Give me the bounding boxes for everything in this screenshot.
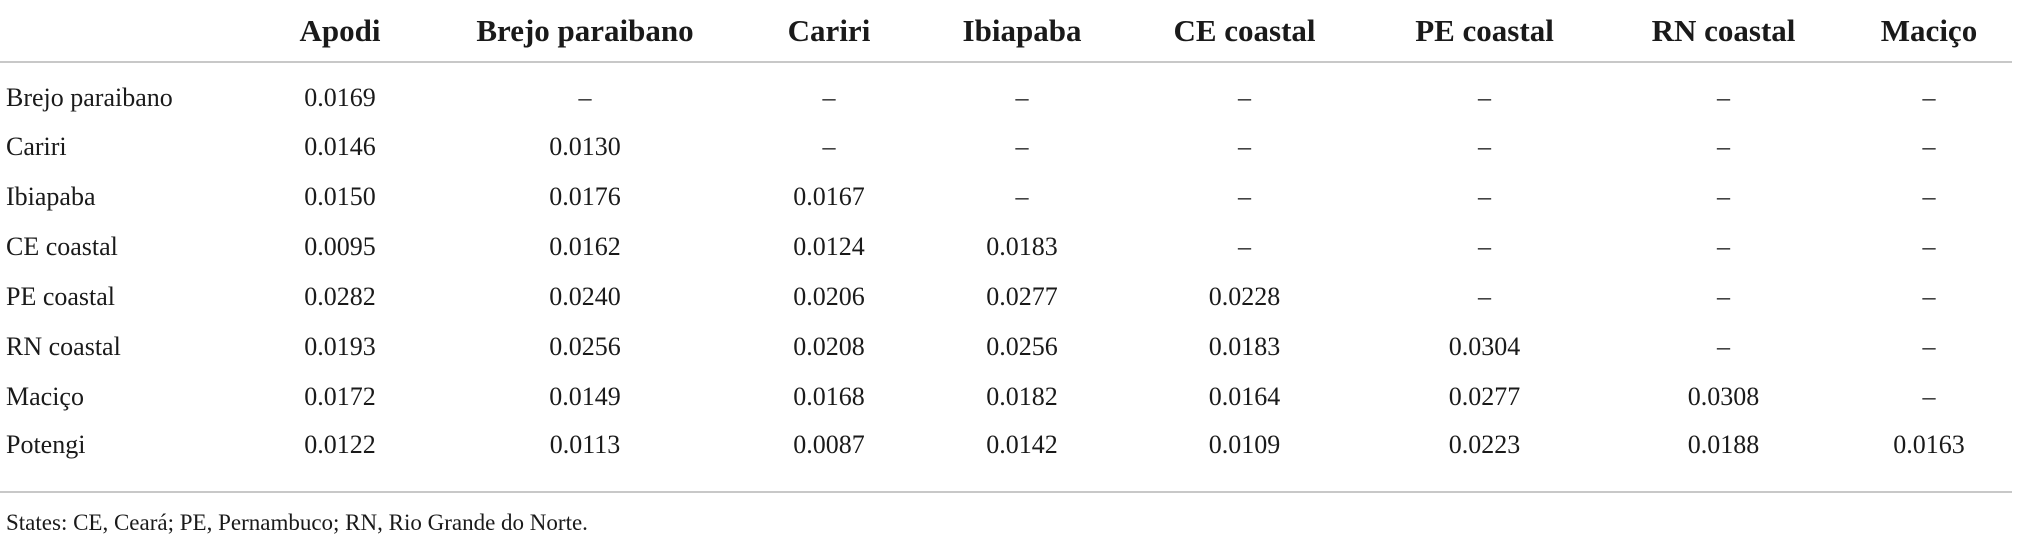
column-header: RN coastal xyxy=(1601,0,1846,63)
row-label: Potengi xyxy=(6,430,86,459)
table-row: CE coastal 0.0095 0.0162 0.0124 0.0183 –… xyxy=(0,222,2012,272)
table-cell: 0.0113 xyxy=(549,430,621,459)
table-cell: 0.0206 xyxy=(793,282,865,311)
row-label: Maciço xyxy=(6,382,84,411)
table-cell: 0.0188 xyxy=(1687,430,1760,459)
table-cell: – xyxy=(1238,132,1251,161)
table-cell: – xyxy=(1015,182,1029,211)
table-cell: – xyxy=(578,82,592,112)
table-cell: – xyxy=(1922,182,1936,211)
table-cell: 0.0095 xyxy=(304,232,376,261)
table-cell: 0.0228 xyxy=(1208,282,1281,311)
table-cell: – xyxy=(1478,82,1491,112)
table-cell: – xyxy=(1922,132,1936,161)
table-cell: – xyxy=(1717,182,1730,211)
column-header: Brejo paraibano xyxy=(435,0,735,63)
table-cell: 0.0183 xyxy=(1208,332,1281,361)
row-label: PE coastal xyxy=(6,282,116,311)
table-cell: 0.0167 xyxy=(793,182,865,211)
table-cell: 0.0277 xyxy=(986,282,1058,311)
table-cell: 0.0282 xyxy=(304,282,376,311)
table-cell: – xyxy=(1238,182,1251,211)
distance-matrix-table: Apodi Brejo paraibano Cariri Ibiapaba CE… xyxy=(0,0,2012,472)
table-cell: 0.0087 xyxy=(793,430,865,459)
table-cell: 0.0240 xyxy=(549,282,621,311)
table-cell: 0.0256 xyxy=(986,332,1058,361)
table-cell: – xyxy=(1015,82,1029,112)
table-cell: – xyxy=(1922,332,1936,361)
table-cell: – xyxy=(1717,332,1730,361)
table-cell: – xyxy=(1478,182,1491,211)
table-cell: – xyxy=(822,132,836,161)
table-cell: 0.0149 xyxy=(549,382,621,411)
table-cell: – xyxy=(1478,232,1491,261)
table-bottom-rule xyxy=(0,491,2012,493)
row-label: Cariri xyxy=(6,132,67,161)
table-row: RN coastal 0.0193 0.0256 0.0208 0.0256 0… xyxy=(0,322,2012,372)
table-cell: 0.0256 xyxy=(549,332,621,361)
table-cell: 0.0169 xyxy=(304,82,376,112)
table-cell: – xyxy=(1717,82,1730,112)
table-cell: 0.0164 xyxy=(1208,382,1281,411)
table-cell: – xyxy=(1922,232,1936,261)
column-header: Apodi xyxy=(245,0,435,63)
table-cell: 0.0176 xyxy=(549,182,621,211)
row-label: Ibiapaba xyxy=(6,182,96,211)
table-cell: 0.0163 xyxy=(1893,430,1965,459)
table-cell: 0.0172 xyxy=(304,382,376,411)
table-cell: 0.0223 xyxy=(1448,430,1521,459)
column-header: PE coastal xyxy=(1368,0,1601,63)
table-row: Ibiapaba 0.0150 0.0176 0.0167 – – – – – xyxy=(0,172,2012,222)
header-row: Apodi Brejo paraibano Cariri Ibiapaba CE… xyxy=(0,0,2012,63)
table-cell: 0.0304 xyxy=(1448,332,1521,361)
table-cell: – xyxy=(1238,232,1251,261)
table-cell: – xyxy=(1717,232,1730,261)
table-cell: 0.0142 xyxy=(986,430,1058,459)
table-row: Cariri 0.0146 0.0130 – – – – – – xyxy=(0,122,2012,172)
table-cell: 0.0109 xyxy=(1208,430,1281,459)
column-header: CE coastal xyxy=(1121,0,1368,63)
table-cell: 0.0162 xyxy=(549,232,621,261)
table-cell: 0.0124 xyxy=(793,232,865,261)
row-label: CE coastal xyxy=(6,232,118,261)
table-cell: 0.0193 xyxy=(304,332,376,361)
table-cell: 0.0150 xyxy=(304,182,376,211)
row-label: RN coastal xyxy=(6,332,121,361)
table-cell: – xyxy=(1922,282,1936,311)
table-row: PE coastal 0.0282 0.0240 0.0206 0.0277 0… xyxy=(0,272,2012,322)
row-label: Brejo paraibano xyxy=(6,82,173,112)
table-cell: – xyxy=(1922,382,1936,411)
table-row: Brejo paraibano 0.0169 – – – – – – – xyxy=(0,62,2012,122)
table-cell: 0.0168 xyxy=(793,382,865,411)
table-cell: 0.0308 xyxy=(1687,382,1760,411)
table-cell: 0.0208 xyxy=(793,332,865,361)
table-row: Potengi 0.0122 0.0113 0.0087 0.0142 0.01… xyxy=(0,422,2012,472)
table-cell: – xyxy=(1922,82,1936,112)
table-cell: 0.0146 xyxy=(304,132,376,161)
table-body: Brejo paraibano 0.0169 – – – – – – – Car… xyxy=(0,62,2012,472)
table-cell: – xyxy=(1478,282,1491,311)
table-cell: 0.0182 xyxy=(986,382,1058,411)
table-header: Apodi Brejo paraibano Cariri Ibiapaba CE… xyxy=(0,0,2012,63)
table-cell: – xyxy=(1717,282,1730,311)
table-cell: – xyxy=(1238,82,1251,112)
column-header: Cariri xyxy=(735,0,923,63)
corner-cell xyxy=(0,0,245,63)
table-cell: – xyxy=(1717,132,1730,161)
table-cell: 0.0277 xyxy=(1448,382,1521,411)
table-cell: – xyxy=(1478,132,1491,161)
table-cell: 0.0183 xyxy=(986,232,1058,261)
table-cell: – xyxy=(822,82,836,112)
table-footnote: States: CE, Ceará; PE, Pernambuco; RN, R… xyxy=(6,510,588,535)
column-header: Maciço xyxy=(1846,0,2012,63)
column-header: Ibiapaba xyxy=(923,0,1121,63)
table-cell: – xyxy=(1015,132,1029,161)
table-row: Maciço 0.0172 0.0149 0.0168 0.0182 0.016… xyxy=(0,372,2012,422)
table-cell: 0.0130 xyxy=(549,132,621,161)
table-cell: 0.0122 xyxy=(304,430,376,459)
